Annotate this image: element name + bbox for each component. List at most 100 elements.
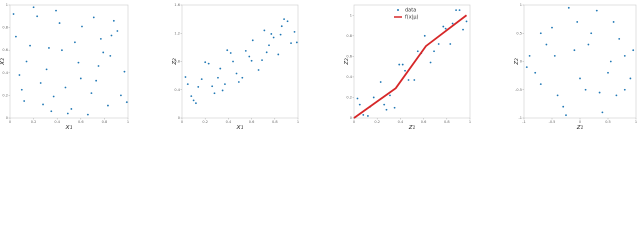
x-axis-label: x₁ [65, 123, 73, 131]
y-tick-label: 1 [350, 13, 352, 17]
x-axis-label: x₁ [236, 123, 244, 131]
point [32, 6, 35, 9]
point [601, 111, 604, 114]
point [77, 61, 80, 64]
point [102, 51, 105, 54]
point [623, 54, 626, 57]
x-tick-label: 0.6 [421, 120, 427, 124]
y-tick-label: 0 [6, 116, 8, 120]
point [116, 30, 119, 32]
x-axis-label: z₁ [408, 123, 416, 131]
point [609, 60, 612, 63]
point [295, 41, 298, 44]
point [595, 9, 598, 12]
point [590, 32, 593, 35]
point [367, 115, 369, 117]
x-tick-label: 0.6 [249, 120, 255, 124]
point [393, 106, 396, 109]
point [455, 9, 457, 12]
point [97, 65, 100, 67]
point [528, 54, 531, 57]
point [372, 96, 375, 99]
point [195, 102, 197, 105]
x-tick-label: 0.2 [31, 120, 37, 124]
point [86, 113, 89, 116]
point [219, 67, 222, 70]
legend-swatch [397, 9, 399, 11]
y-tick-label: 0.5 [516, 31, 522, 35]
point [279, 33, 282, 36]
x-tick-label: 0.2 [202, 120, 208, 124]
point [99, 38, 102, 40]
x-tick-label: 1 [297, 120, 299, 124]
point [272, 36, 275, 39]
point [79, 77, 82, 80]
x-tick-label: 0.4 [54, 120, 60, 124]
point [539, 83, 542, 85]
x-tick-label: -0.5 [549, 120, 556, 124]
point [358, 103, 361, 106]
point [423, 34, 426, 37]
x-tick-label: -1 [522, 120, 526, 124]
y-axis-label: z₂ [342, 58, 350, 66]
point [458, 9, 461, 12]
point [573, 49, 576, 52]
point [221, 89, 224, 92]
point [15, 35, 17, 38]
plot-frame [9, 4, 129, 119]
point [551, 26, 553, 29]
point [433, 50, 435, 53]
point [618, 38, 621, 40]
point [45, 68, 48, 71]
point [385, 108, 388, 111]
point [465, 20, 468, 23]
point [429, 61, 432, 64]
point [112, 19, 115, 22]
y-axis-label: z₂ [512, 58, 520, 66]
point [413, 79, 416, 81]
point [416, 50, 419, 53]
x-tick-label: 0.8 [444, 120, 450, 124]
point [81, 25, 83, 28]
point [598, 91, 601, 94]
point [632, 49, 635, 52]
point [226, 49, 229, 52]
y-tick-label: 1 [520, 3, 522, 7]
point [213, 92, 216, 95]
point [184, 76, 187, 78]
point [383, 103, 386, 106]
point [107, 104, 109, 107]
x-tick-label: 0 [353, 120, 355, 124]
point [401, 63, 404, 66]
point [50, 110, 53, 113]
legend-label: data [405, 8, 416, 14]
point [451, 22, 454, 25]
point [224, 83, 226, 85]
point [442, 25, 445, 28]
point [52, 95, 55, 98]
point [58, 22, 61, 24]
figure: 0 0.2 0.4 0.6 0.8 1 0 0.2 0.4 0.6 0.8 1 x₁ x₂ 0 0.2 0.4 0… [0, 3, 637, 131]
point [584, 88, 587, 91]
point [587, 43, 590, 46]
point [217, 76, 219, 79]
point [437, 43, 440, 45]
point [92, 16, 95, 19]
point [615, 94, 618, 97]
point [18, 74, 21, 76]
point [70, 108, 73, 110]
x-tick-label: 1 [635, 120, 637, 124]
point [629, 77, 632, 80]
point [265, 51, 268, 54]
y-tick-label: 0.8 [174, 60, 180, 64]
point [257, 69, 260, 71]
point [197, 86, 200, 88]
y-tick-label: 1.6 [174, 3, 180, 7]
plot-frame [353, 4, 471, 119]
point [48, 47, 50, 49]
point [110, 34, 113, 37]
y-tick-label: 0.6 [2, 48, 8, 52]
plot-frame [523, 4, 637, 119]
x-tick-label: 0.4 [226, 120, 232, 124]
x-tick-label: 0.8 [102, 120, 108, 124]
